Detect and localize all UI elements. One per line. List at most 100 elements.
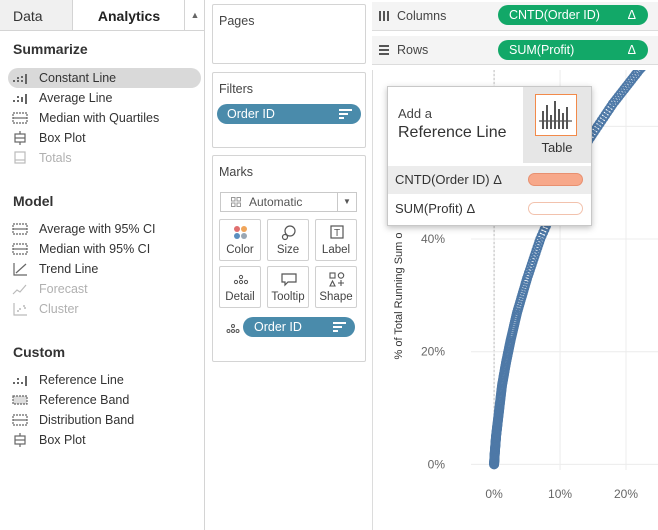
analytics-item-box-plot[interactable]: Box Plot: [8, 128, 201, 148]
analytics-item-label: Average Line: [39, 91, 113, 105]
popup-title-line1: Add a: [398, 106, 432, 121]
color-button[interactable]: Color: [219, 219, 261, 261]
tab-analytics[interactable]: Analytics: [74, 0, 184, 30]
popup-title-line2: Reference Line: [398, 124, 507, 141]
data-point: [638, 70, 646, 72]
detail-button[interactable]: Detail: [219, 266, 261, 308]
option-label: CNTD(Order ID) Δ: [395, 172, 502, 187]
mark-type-dropdown[interactable]: Automatic ▼: [220, 192, 357, 212]
columns-pill-cntd-order-id[interactable]: CNTD(Order ID) Δ: [498, 5, 648, 25]
analytics-item-reference-band[interactable]: Reference Band: [8, 390, 201, 410]
tab-data[interactable]: Data: [0, 0, 73, 30]
analytics-item-distribution-band[interactable]: Distribution Band: [8, 410, 201, 430]
columns-icon: [379, 11, 389, 21]
analytics-item-label: Distribution Band: [39, 413, 135, 427]
size-icon: [281, 225, 296, 241]
analytics-item-constant-line[interactable]: Constant Line: [8, 68, 201, 88]
x-tick-label: 20%: [614, 487, 638, 501]
analytics-item-label: Median with 95% CI: [39, 242, 151, 256]
label-label: Label: [321, 244, 351, 256]
analytics-item-reference-line[interactable]: Reference Line: [8, 370, 201, 390]
analytics-item-cluster: Cluster: [8, 299, 201, 319]
shape-icon: [329, 272, 345, 287]
box-plot-icon: [14, 131, 26, 145]
delta-icon: Δ: [627, 43, 636, 57]
option-sum-profit[interactable]: SUM(Profit) Δ: [388, 195, 591, 223]
tooltip-button[interactable]: Tooltip: [267, 266, 309, 308]
summarize-heading: Summarize: [13, 41, 88, 57]
reference-band-icon: [12, 395, 28, 405]
delta-icon: Δ: [627, 8, 636, 22]
columns-label: Columns: [397, 9, 447, 23]
box-plot-icon: [14, 433, 26, 447]
analytics-item-label: Forecast: [39, 282, 88, 296]
analytics-item-label: Totals: [39, 151, 72, 165]
detail-label: Detail: [225, 291, 255, 303]
option-cntd-order-id[interactable]: CNTD(Order ID) Δ: [388, 166, 591, 194]
marks-title: Marks: [219, 165, 254, 179]
filters-card[interactable]: Filters Order ID: [212, 72, 366, 148]
detail-pill-label: Order ID: [254, 320, 302, 334]
side-tab-strip: Data Analytics ▲: [0, 0, 204, 31]
pages-card[interactable]: Pages: [212, 4, 366, 64]
analytics-item-average-line[interactable]: Average Line: [8, 88, 201, 108]
mark-type-value: Automatic: [249, 195, 303, 209]
table-drop-target[interactable]: Table: [523, 87, 591, 163]
rows-icon: [379, 45, 389, 55]
cluster-icon: [13, 303, 27, 316]
y-tick-label: 20%: [421, 345, 445, 359]
rows-shelf[interactable]: Rows SUM(Profit) Δ: [372, 36, 658, 65]
filter-pill-label: Order ID: [227, 107, 275, 121]
analytics-item-median-quartiles[interactable]: Median with Quartiles: [8, 108, 201, 128]
tooltip-icon: [281, 273, 297, 287]
analytics-item-box-plot-custom[interactable]: Box Plot: [8, 430, 201, 450]
analytics-item-label: Box Plot: [39, 131, 86, 145]
size-label: Size: [276, 244, 300, 256]
columns-shelf[interactable]: Columns CNTD(Order ID) Δ: [372, 2, 658, 31]
x-tick-label: 0%: [485, 487, 503, 501]
automatic-mark-icon: [231, 197, 241, 207]
analytics-item-average-ci[interactable]: Average with 95% CI: [8, 219, 201, 239]
reference-line-icon: [13, 376, 27, 386]
average-ci-icon: [12, 223, 28, 235]
tooltip-label: Tooltip: [271, 291, 305, 303]
table-scope-icon: [535, 94, 577, 136]
average-line-icon: [13, 94, 27, 104]
constant-line-icon: [13, 74, 27, 84]
trend-line-icon: [13, 263, 27, 276]
drop-zone-swatch: [528, 202, 583, 215]
distribution-band-icon: [12, 414, 28, 426]
detail-pill-order-id[interactable]: Order ID: [243, 317, 355, 337]
shape-button[interactable]: Shape: [315, 266, 357, 308]
detail-small-icon: [226, 324, 240, 333]
y-tick-label: 40%: [421, 232, 445, 246]
columns-pill-label: CNTD(Order ID): [509, 8, 600, 22]
pane-menu-icon[interactable]: ▲: [184, 0, 205, 30]
analytics-item-label: Reference Line: [39, 373, 124, 387]
color-icon: [234, 226, 247, 239]
analytics-item-label: Box Plot: [39, 433, 86, 447]
label-button[interactable]: T Label: [315, 219, 357, 261]
model-heading: Model: [13, 193, 54, 209]
analytics-item-totals: Totals: [8, 148, 201, 168]
pages-title: Pages: [219, 14, 255, 28]
x-tick-label: 10%: [548, 487, 572, 501]
analytics-item-label: Reference Band: [39, 393, 130, 407]
analytics-item-trend-line[interactable]: Trend Line: [8, 259, 201, 279]
analytics-item-median-ci[interactable]: Median with 95% CI: [8, 239, 201, 259]
sort-lines-icon: [339, 109, 352, 121]
marks-card[interactable]: Marks Automatic ▼ Color Size T Label Det…: [212, 155, 366, 362]
svg-text:T: T: [334, 228, 340, 239]
rows-pill-label: SUM(Profit): [509, 43, 575, 57]
analytics-item-label: Cluster: [39, 302, 79, 316]
data-point: [635, 70, 646, 74]
add-reference-line-popup[interactable]: Add a Reference Line Table CNTD(Order ID…: [387, 86, 592, 226]
bar-chart-icon: [539, 101, 572, 129]
filters-title: Filters: [219, 82, 254, 96]
sort-lines-icon: [333, 322, 346, 334]
analytics-item-label: Median with Quartiles: [39, 111, 160, 125]
filter-pill-order-id[interactable]: Order ID: [217, 104, 361, 124]
rows-pill-sum-profit[interactable]: SUM(Profit) Δ: [498, 40, 648, 60]
size-button[interactable]: Size: [267, 219, 309, 261]
drop-zone-swatch: [528, 173, 583, 186]
